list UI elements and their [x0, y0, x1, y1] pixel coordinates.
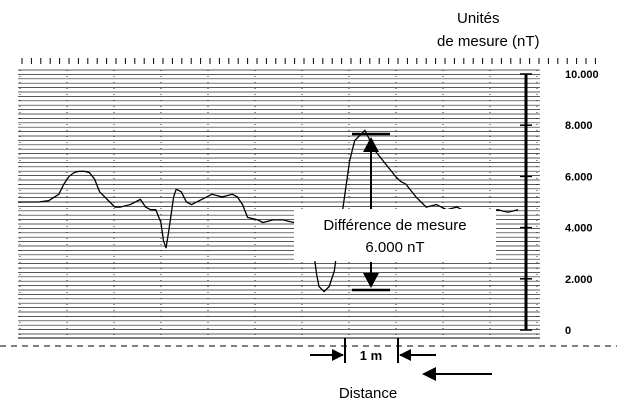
- difference-marker: [352, 132, 390, 292]
- measurement-trace: [18, 129, 519, 293]
- scale-label: 1 m: [360, 348, 382, 363]
- distance-label: Distance: [339, 385, 397, 402]
- annotation-line1: Différence de mesure: [323, 217, 466, 234]
- y-tick-label: 10.000: [565, 69, 599, 81]
- units-label-line1: Unités: [457, 10, 500, 27]
- chart-grid: [18, 69, 540, 336]
- y-tick-label: 6.000: [565, 171, 593, 183]
- annotation-box: [294, 209, 496, 261]
- y-tick-label: 2.000: [565, 274, 593, 286]
- distance-scale: [310, 338, 436, 363]
- y-axis-ticks: 0 2.000 4.000 6.000 8.000 10.000: [520, 69, 599, 337]
- y-tick-label: 4.000: [565, 223, 593, 235]
- y-tick-label: 0: [565, 325, 571, 337]
- distance-arrow: [422, 367, 492, 381]
- top-tick-ruler: [21, 58, 596, 64]
- units-label-line2: de mesure (nT): [437, 33, 540, 50]
- annotation-line2: 6.000 nT: [365, 239, 424, 256]
- y-tick-label: 8.000: [565, 120, 593, 132]
